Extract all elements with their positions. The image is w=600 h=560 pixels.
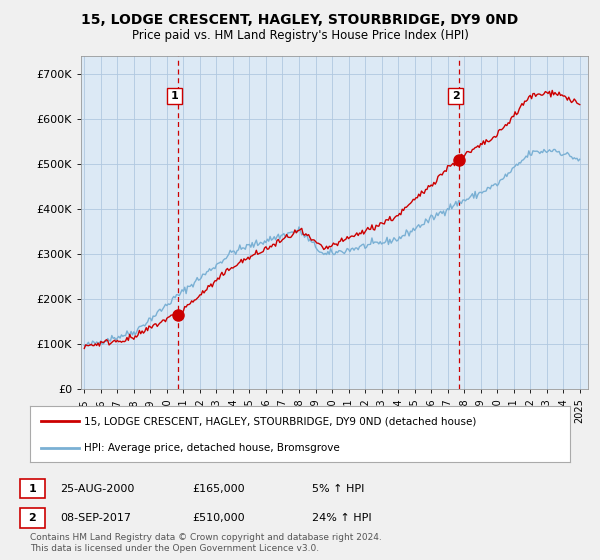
Text: 08-SEP-2017: 08-SEP-2017 xyxy=(60,513,131,523)
Text: Price paid vs. HM Land Registry's House Price Index (HPI): Price paid vs. HM Land Registry's House … xyxy=(131,29,469,42)
Text: 25-AUG-2000: 25-AUG-2000 xyxy=(60,484,134,494)
Text: 1: 1 xyxy=(170,91,178,101)
Text: 15, LODGE CRESCENT, HAGLEY, STOURBRIDGE, DY9 0ND: 15, LODGE CRESCENT, HAGLEY, STOURBRIDGE,… xyxy=(82,13,518,27)
Text: 2: 2 xyxy=(29,513,36,523)
Text: Contains HM Land Registry data © Crown copyright and database right 2024.
This d: Contains HM Land Registry data © Crown c… xyxy=(30,533,382,553)
Text: 24% ↑ HPI: 24% ↑ HPI xyxy=(312,513,371,523)
Text: £510,000: £510,000 xyxy=(192,513,245,523)
Text: 1: 1 xyxy=(29,484,36,494)
Text: 15, LODGE CRESCENT, HAGLEY, STOURBRIDGE, DY9 0ND (detached house): 15, LODGE CRESCENT, HAGLEY, STOURBRIDGE,… xyxy=(84,416,476,426)
Text: 5% ↑ HPI: 5% ↑ HPI xyxy=(312,484,364,494)
Text: HPI: Average price, detached house, Bromsgrove: HPI: Average price, detached house, Brom… xyxy=(84,443,340,453)
Text: 2: 2 xyxy=(452,91,460,101)
Text: £165,000: £165,000 xyxy=(192,484,245,494)
